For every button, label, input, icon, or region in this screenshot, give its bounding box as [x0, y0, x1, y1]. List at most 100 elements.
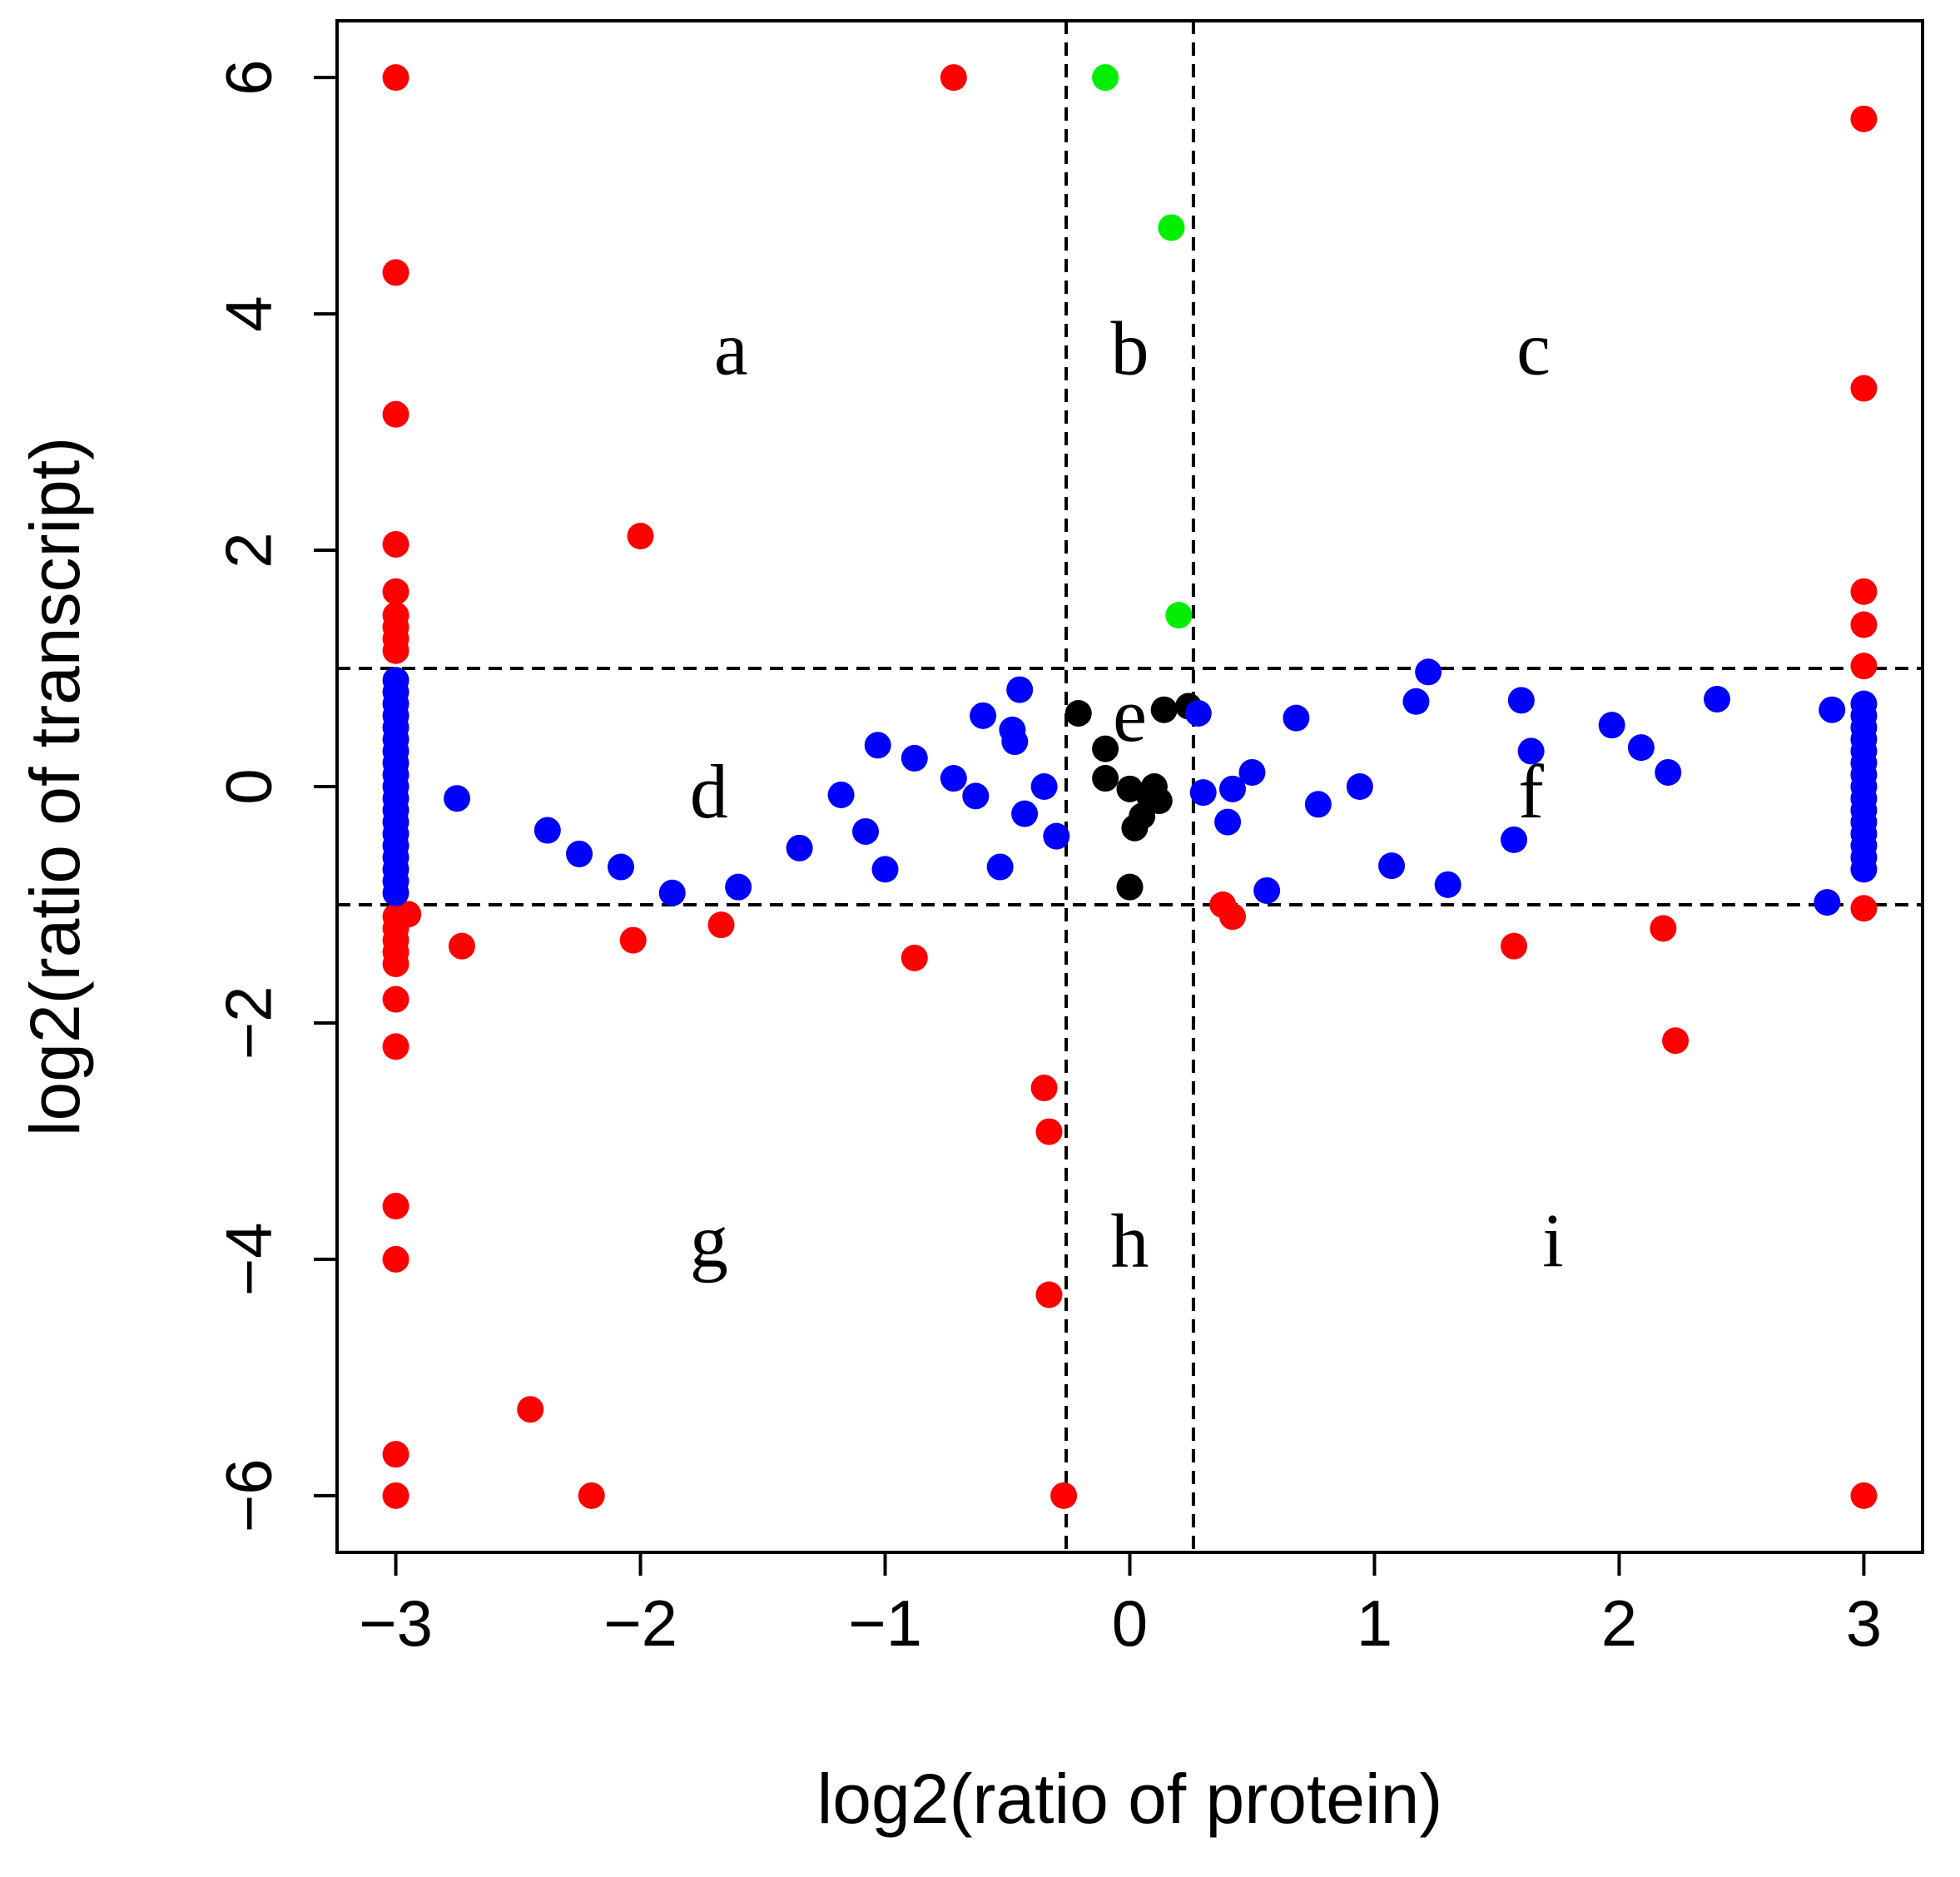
data-point-blue [1819, 696, 1846, 723]
y-tick-label: 2 [212, 532, 285, 568]
data-point-red [382, 1245, 409, 1273]
region-label-g: g [690, 1199, 728, 1284]
data-point-blue [852, 817, 879, 845]
data-point-red [1850, 611, 1878, 638]
data-point-blue [1501, 826, 1528, 853]
data-point-blue [566, 840, 593, 867]
region-labels: a b c d e f g h i [690, 306, 1564, 1284]
data-point-red [382, 637, 409, 664]
data-point-red [1850, 105, 1878, 132]
data-point-red [382, 1193, 409, 1220]
region-label-c: c [1516, 306, 1551, 391]
x-tick-label: −1 [848, 1587, 922, 1660]
data-point-blue [1378, 852, 1406, 880]
data-point-red [1850, 653, 1878, 680]
series-green [1092, 64, 1193, 629]
x-axis-title: log2(ratio of protein) [817, 1760, 1443, 1838]
region-label-h: h [1111, 1199, 1149, 1284]
data-point-red [619, 926, 647, 954]
data-point-blue [1214, 808, 1242, 836]
data-point-red [1662, 1027, 1690, 1055]
data-point-blue [1238, 758, 1266, 786]
data-point-red [1850, 1482, 1878, 1509]
data-points [382, 64, 1878, 1509]
data-point-black [1121, 814, 1149, 842]
data-point-red [1218, 903, 1246, 931]
x-tick-label: 1 [1357, 1587, 1392, 1660]
x-tick-label: 0 [1112, 1587, 1148, 1660]
region-label-f: f [1518, 749, 1544, 834]
data-point-blue [1814, 889, 1841, 916]
data-point-red [382, 1482, 409, 1509]
data-point-red [1035, 1118, 1063, 1145]
y-axis: −6 −4 −2 0 2 4 6 [212, 59, 339, 1532]
data-point-blue [608, 853, 635, 881]
data-point-red [382, 530, 409, 558]
data-point-red [1050, 1482, 1078, 1509]
x-axis: −3 −2 −1 0 1 2 3 [359, 1551, 1882, 1660]
series-red [382, 64, 1878, 1509]
data-point-black [1116, 873, 1144, 901]
data-point-blue [970, 702, 997, 729]
data-point-blue [1006, 676, 1034, 703]
data-point-red [382, 1033, 409, 1060]
data-point-blue [901, 744, 928, 772]
data-point-blue [1189, 779, 1217, 807]
data-point-blue [864, 732, 891, 759]
data-point-blue [986, 853, 1014, 881]
data-point-blue [1304, 791, 1332, 818]
series-blue [382, 658, 1878, 916]
region-label-e: e [1113, 673, 1147, 757]
data-point-blue [1704, 685, 1731, 713]
data-point-blue [1598, 712, 1625, 739]
data-point-red [1501, 932, 1528, 960]
data-point-red [382, 950, 409, 977]
data-point-blue [786, 834, 813, 862]
region-label-b: b [1111, 306, 1149, 391]
data-point-red [1030, 1075, 1058, 1102]
data-point-green [1092, 64, 1119, 92]
data-point-black [1064, 699, 1092, 727]
data-point-blue [382, 879, 409, 906]
region-label-d: d [690, 749, 728, 834]
data-point-red [1850, 375, 1878, 402]
data-point-black [1092, 765, 1119, 792]
data-point-black [1150, 696, 1178, 723]
data-point-red [382, 1441, 409, 1468]
data-point-red [382, 578, 409, 605]
data-point-blue [725, 873, 752, 901]
data-point-red [382, 64, 409, 92]
data-point-green [1165, 602, 1193, 629]
data-point-blue [1283, 704, 1310, 732]
data-point-blue [1184, 699, 1212, 727]
y-tick-label: 6 [212, 59, 285, 95]
data-point-blue [1346, 773, 1373, 800]
y-axis-title: log2(ratio of transcript) [16, 437, 94, 1136]
region-label-a: a [714, 306, 748, 391]
data-point-blue [1011, 800, 1039, 827]
data-point-blue [1850, 856, 1878, 883]
y-tick-label: −6 [212, 1458, 285, 1532]
data-point-red [382, 259, 409, 286]
data-point-blue [1655, 758, 1682, 786]
data-point-blue [1517, 737, 1545, 765]
data-point-blue [940, 765, 967, 792]
data-point-black [1092, 735, 1119, 762]
region-label-i: i [1542, 1199, 1564, 1284]
data-point-blue [1627, 734, 1655, 762]
x-tick-label: 3 [1846, 1587, 1882, 1660]
data-point-red [1850, 578, 1878, 605]
x-tick-label: −2 [603, 1587, 677, 1660]
data-point-blue [962, 782, 990, 810]
y-tick-label: 0 [212, 768, 285, 804]
data-point-red [901, 944, 928, 971]
data-point-blue [658, 879, 686, 906]
data-point-red [448, 932, 475, 960]
data-point-red [382, 400, 409, 428]
data-point-blue [1218, 775, 1246, 802]
data-point-red [578, 1482, 605, 1509]
data-point-blue [827, 781, 855, 808]
data-point-red [940, 64, 967, 92]
data-point-blue [1030, 773, 1058, 800]
